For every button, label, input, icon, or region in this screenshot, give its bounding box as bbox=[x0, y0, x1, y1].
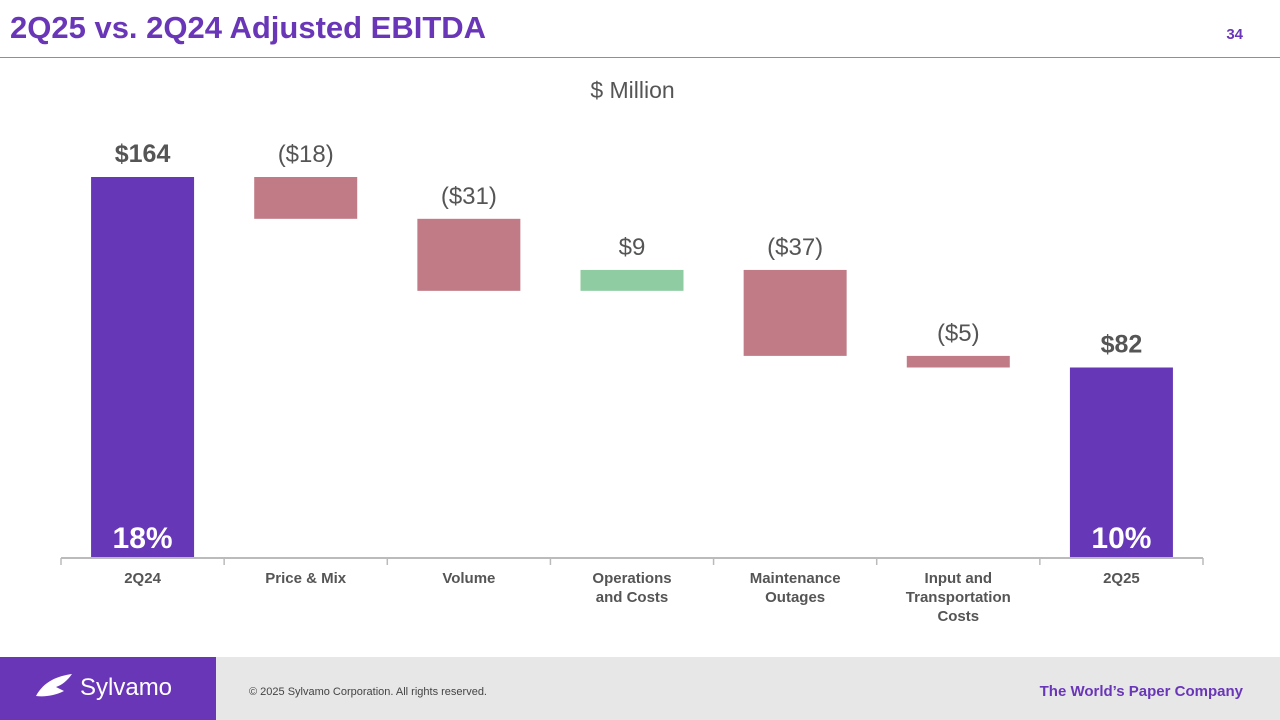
bar-4 bbox=[580, 269, 684, 291]
bar-2 bbox=[254, 177, 358, 219]
category-label: Operations bbox=[592, 570, 671, 587]
margin-label: 10% bbox=[1091, 522, 1151, 555]
category-label: Costs bbox=[937, 608, 979, 625]
category-label: Input and bbox=[925, 570, 993, 587]
bar-1 bbox=[91, 177, 195, 558]
page-number: 34 bbox=[1226, 26, 1243, 43]
category-label: Outages bbox=[765, 589, 825, 606]
category-label: Transportation bbox=[906, 589, 1011, 606]
logo-text: Sylvamo bbox=[80, 674, 173, 701]
category-label: Volume bbox=[442, 570, 495, 587]
bar-3 bbox=[417, 218, 521, 291]
data-label: $82 bbox=[1101, 331, 1143, 359]
category-label: Maintenance bbox=[750, 570, 841, 587]
category-label: and Costs bbox=[596, 589, 669, 606]
category-label: 2Q24 bbox=[124, 570, 161, 587]
category-label: Price & Mix bbox=[265, 570, 347, 587]
tagline: The World’s Paper Company bbox=[1039, 683, 1243, 700]
bar-6 bbox=[906, 355, 1010, 368]
footer: Sylvamo © 2025 Sylvamo Corporation. All … bbox=[0, 657, 1280, 720]
data-label: ($5) bbox=[937, 320, 980, 347]
bar-5 bbox=[743, 269, 847, 356]
margin-label: 18% bbox=[113, 522, 173, 555]
data-label: ($37) bbox=[767, 234, 823, 261]
title-divider bbox=[0, 57, 1280, 58]
waterfall-chart: $164 18% 2Q24 ($18) Price & Mix ($31) Volume $9… bbox=[60, 140, 1204, 625]
copyright-text: © 2025 Sylvamo Corporation. All rights r… bbox=[249, 686, 487, 698]
data-label: $164 bbox=[115, 140, 171, 168]
sylvamo-leaf-icon bbox=[36, 674, 72, 697]
logo: Sylvamo bbox=[0, 657, 216, 720]
data-label: ($31) bbox=[441, 183, 497, 210]
bar-7 bbox=[1069, 367, 1173, 558]
chart-unit-label: $ Million bbox=[590, 77, 675, 103]
data-label: ($18) bbox=[278, 141, 334, 168]
category-label: 2Q25 bbox=[1103, 570, 1140, 587]
data-label: $9 bbox=[619, 234, 646, 261]
slide-title: 2Q25 vs. 2Q24 Adjusted EBITDA bbox=[10, 10, 487, 45]
